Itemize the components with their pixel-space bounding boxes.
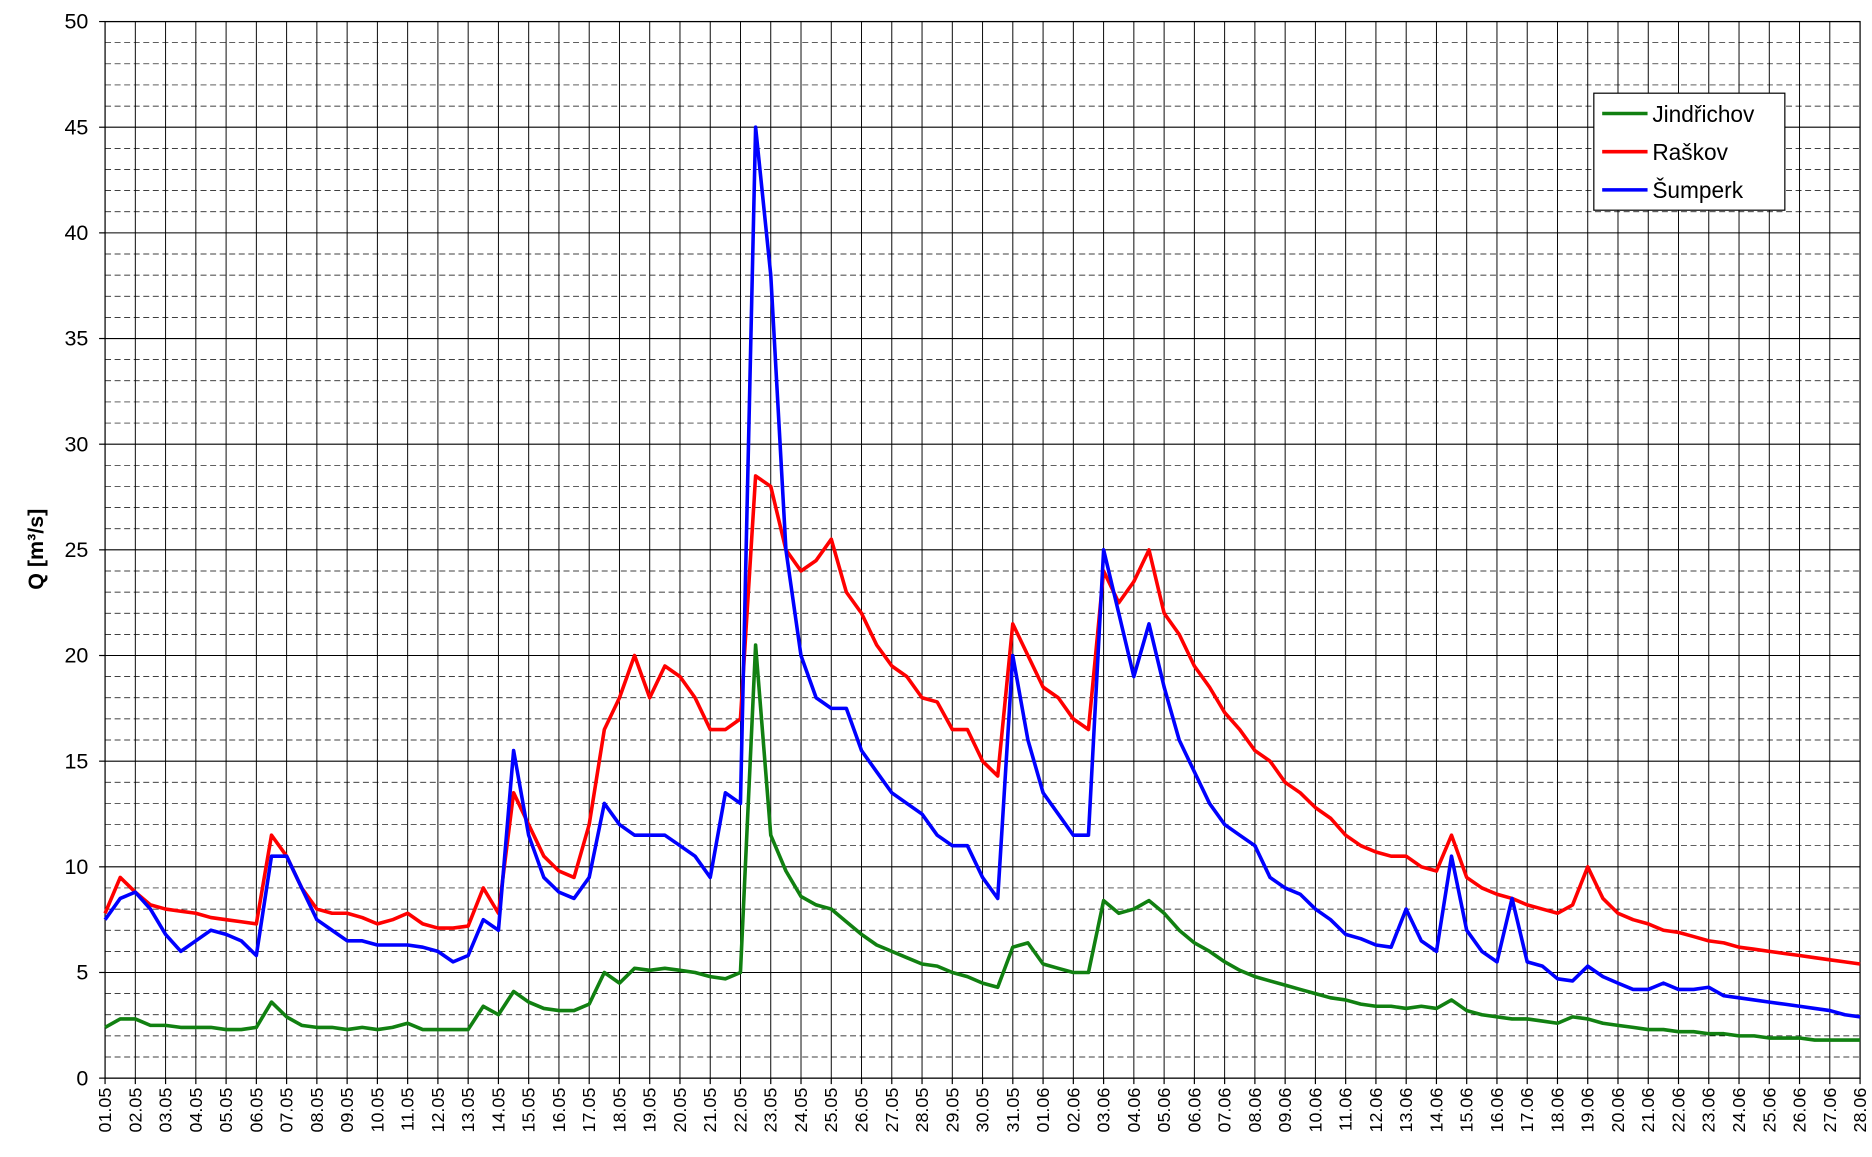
x-tick-label: 28.06 xyxy=(1850,1088,1870,1133)
y-axis-title: Q [m³/s] xyxy=(24,509,48,590)
plot-frame xyxy=(104,20,1861,1079)
x-tick-label: 16.06 xyxy=(1487,1088,1507,1133)
x-tick-label: 28.05 xyxy=(912,1088,932,1133)
series-line xyxy=(103,125,1861,1019)
y-tick-label: 0 xyxy=(76,1066,88,1090)
x-tick-label: 13.05 xyxy=(458,1088,478,1133)
x-tick-label: 13.06 xyxy=(1396,1088,1416,1133)
y-tick-label: 25 xyxy=(64,538,88,562)
y-tick-label: 40 xyxy=(64,221,88,245)
x-tick-label: 17.05 xyxy=(579,1088,599,1133)
legend-label: Raškov xyxy=(1652,139,1728,165)
x-tick-label: 02.06 xyxy=(1063,1088,1083,1133)
x-tick-label: 09.05 xyxy=(337,1088,357,1133)
x-tick-label: 09.06 xyxy=(1275,1088,1295,1133)
x-tick-label: 20.05 xyxy=(670,1088,690,1133)
x-tick-label: 08.06 xyxy=(1245,1088,1265,1133)
x-tick-label: 21.05 xyxy=(700,1088,720,1133)
x-tick-label: 08.05 xyxy=(307,1088,327,1133)
x-tick-label: 19.05 xyxy=(640,1088,660,1133)
x-tick-label: 25.05 xyxy=(821,1088,841,1133)
y-tick-label: 45 xyxy=(64,115,88,139)
x-tick-label: 03.06 xyxy=(1094,1088,1114,1133)
x-tick-label: 22.06 xyxy=(1668,1088,1688,1133)
x-tick-label: 19.06 xyxy=(1578,1088,1598,1133)
x-tick-label: 27.05 xyxy=(882,1088,902,1133)
y-tick-label: 30 xyxy=(64,432,88,456)
y-tick-label: 5 xyxy=(76,961,88,985)
x-tick-label: 12.05 xyxy=(428,1088,448,1133)
x-tick-label: 04.05 xyxy=(186,1088,206,1133)
series-line xyxy=(104,643,1861,1042)
y-tick-label: 10 xyxy=(64,855,88,879)
x-tick-label: 24.05 xyxy=(791,1088,811,1133)
x-tick-label: 27.06 xyxy=(1820,1088,1840,1133)
x-tick-label: 17.06 xyxy=(1517,1088,1537,1133)
x-tick-label: 22.05 xyxy=(730,1088,750,1133)
x-tick-label: 30.05 xyxy=(973,1088,993,1133)
x-tick-label: 06.06 xyxy=(1184,1088,1204,1133)
x-tick-label: 03.05 xyxy=(156,1088,176,1133)
x-tick-label: 05.05 xyxy=(216,1088,236,1133)
y-tick-label: 15 xyxy=(64,749,88,773)
x-tick-label: 23.06 xyxy=(1699,1088,1719,1133)
x-tick-label: 12.06 xyxy=(1366,1088,1386,1133)
x-tick-label: 10.05 xyxy=(367,1088,387,1133)
x-tick-label: 16.05 xyxy=(549,1088,569,1133)
x-tick-label: 21.06 xyxy=(1638,1088,1658,1133)
x-tick-label: 01.05 xyxy=(95,1088,115,1133)
x-tick-label: 06.05 xyxy=(246,1088,266,1133)
x-tick-label: 29.05 xyxy=(942,1088,962,1133)
legend-label: Jindřichov xyxy=(1652,101,1755,127)
y-tick-label: 35 xyxy=(64,327,88,351)
x-tick-label: 15.06 xyxy=(1457,1088,1477,1133)
x-tick-label: 01.06 xyxy=(1033,1088,1053,1133)
x-tick-label: 07.05 xyxy=(277,1088,297,1133)
y-tick-label: 50 xyxy=(64,10,88,34)
x-tick-label: 24.06 xyxy=(1729,1088,1749,1133)
series-line xyxy=(103,474,1861,966)
x-tick-label: 14.06 xyxy=(1426,1088,1446,1133)
x-tick-label: 23.05 xyxy=(761,1088,781,1133)
x-tick-label: 04.06 xyxy=(1124,1088,1144,1133)
x-tick-label: 05.06 xyxy=(1154,1088,1174,1133)
x-tick-label: 07.06 xyxy=(1215,1088,1235,1133)
x-tick-label: 26.06 xyxy=(1790,1088,1810,1133)
y-tick-label: 20 xyxy=(64,644,88,668)
x-tick-label: 14.05 xyxy=(488,1088,508,1133)
x-tick-label: 31.05 xyxy=(1003,1088,1023,1133)
x-tick-label: 25.06 xyxy=(1759,1088,1779,1133)
x-tick-label: 11.06 xyxy=(1336,1088,1356,1131)
legend-label: Šumperk xyxy=(1652,177,1743,203)
x-tick-label: 26.05 xyxy=(851,1088,871,1133)
x-tick-label: 20.06 xyxy=(1608,1088,1628,1133)
x-tick-label: 11.05 xyxy=(398,1088,418,1131)
x-tick-label: 15.05 xyxy=(519,1088,539,1133)
x-tick-label: 10.06 xyxy=(1305,1088,1325,1133)
x-tick-label: 18.05 xyxy=(609,1088,629,1133)
x-tick-label: 18.06 xyxy=(1547,1088,1567,1133)
x-tick-label: 02.05 xyxy=(125,1088,145,1133)
